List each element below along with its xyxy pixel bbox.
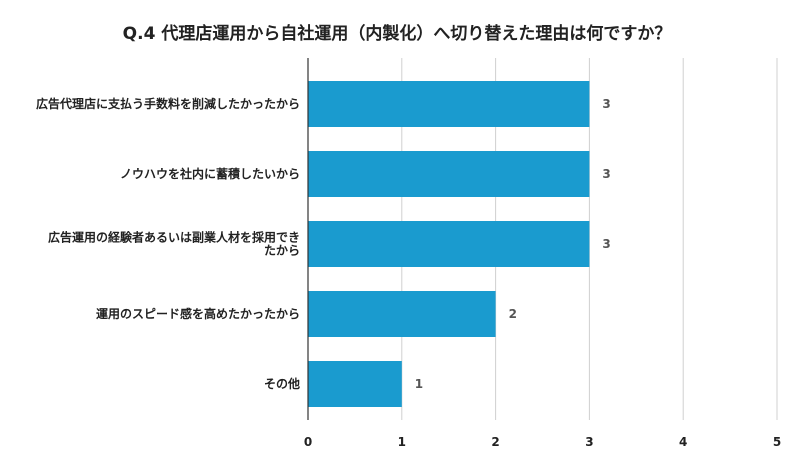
bar xyxy=(308,151,590,197)
data-label: 3 xyxy=(602,167,610,181)
data-label: 3 xyxy=(602,97,610,111)
category-label: ノウハウを社内に蓄積したいから xyxy=(120,166,300,181)
bar xyxy=(308,81,590,127)
category-label: 広告代理店に支払う手数料を削減したかったから xyxy=(36,96,300,111)
data-label: 2 xyxy=(509,307,517,321)
value-labels: 3 3 3 2 1 xyxy=(415,97,611,391)
bar xyxy=(308,361,402,407)
bar xyxy=(308,291,496,337)
data-label: 1 xyxy=(415,377,423,391)
x-tick-label: 0 xyxy=(304,435,312,449)
bar xyxy=(308,221,590,267)
x-tick-label: 2 xyxy=(491,435,499,449)
bars xyxy=(308,81,590,407)
x-axis-ticks: 0 1 2 3 4 5 xyxy=(304,435,781,449)
x-tick-label: 3 xyxy=(585,435,593,449)
category-label: その他 xyxy=(264,376,300,391)
chart-title: Q.4 代理店運用から自社運用（内製化）へ切り替えた理由は何ですか？ xyxy=(122,24,672,44)
x-tick-label: 4 xyxy=(679,435,687,449)
category-label: 広告運用の経験者あるいは副業人材を採用でき xyxy=(48,230,300,245)
category-label: 運用のスピード感を高めたかったから xyxy=(96,306,300,321)
x-tick-label: 1 xyxy=(398,435,406,449)
x-tick-label: 5 xyxy=(773,435,781,449)
category-label: たから xyxy=(264,244,300,258)
data-label: 3 xyxy=(602,237,610,251)
category-labels: 広告代理店に支払う手数料を削減したかったからノウハウを社内に蓄積したいから広告運… xyxy=(36,96,300,391)
